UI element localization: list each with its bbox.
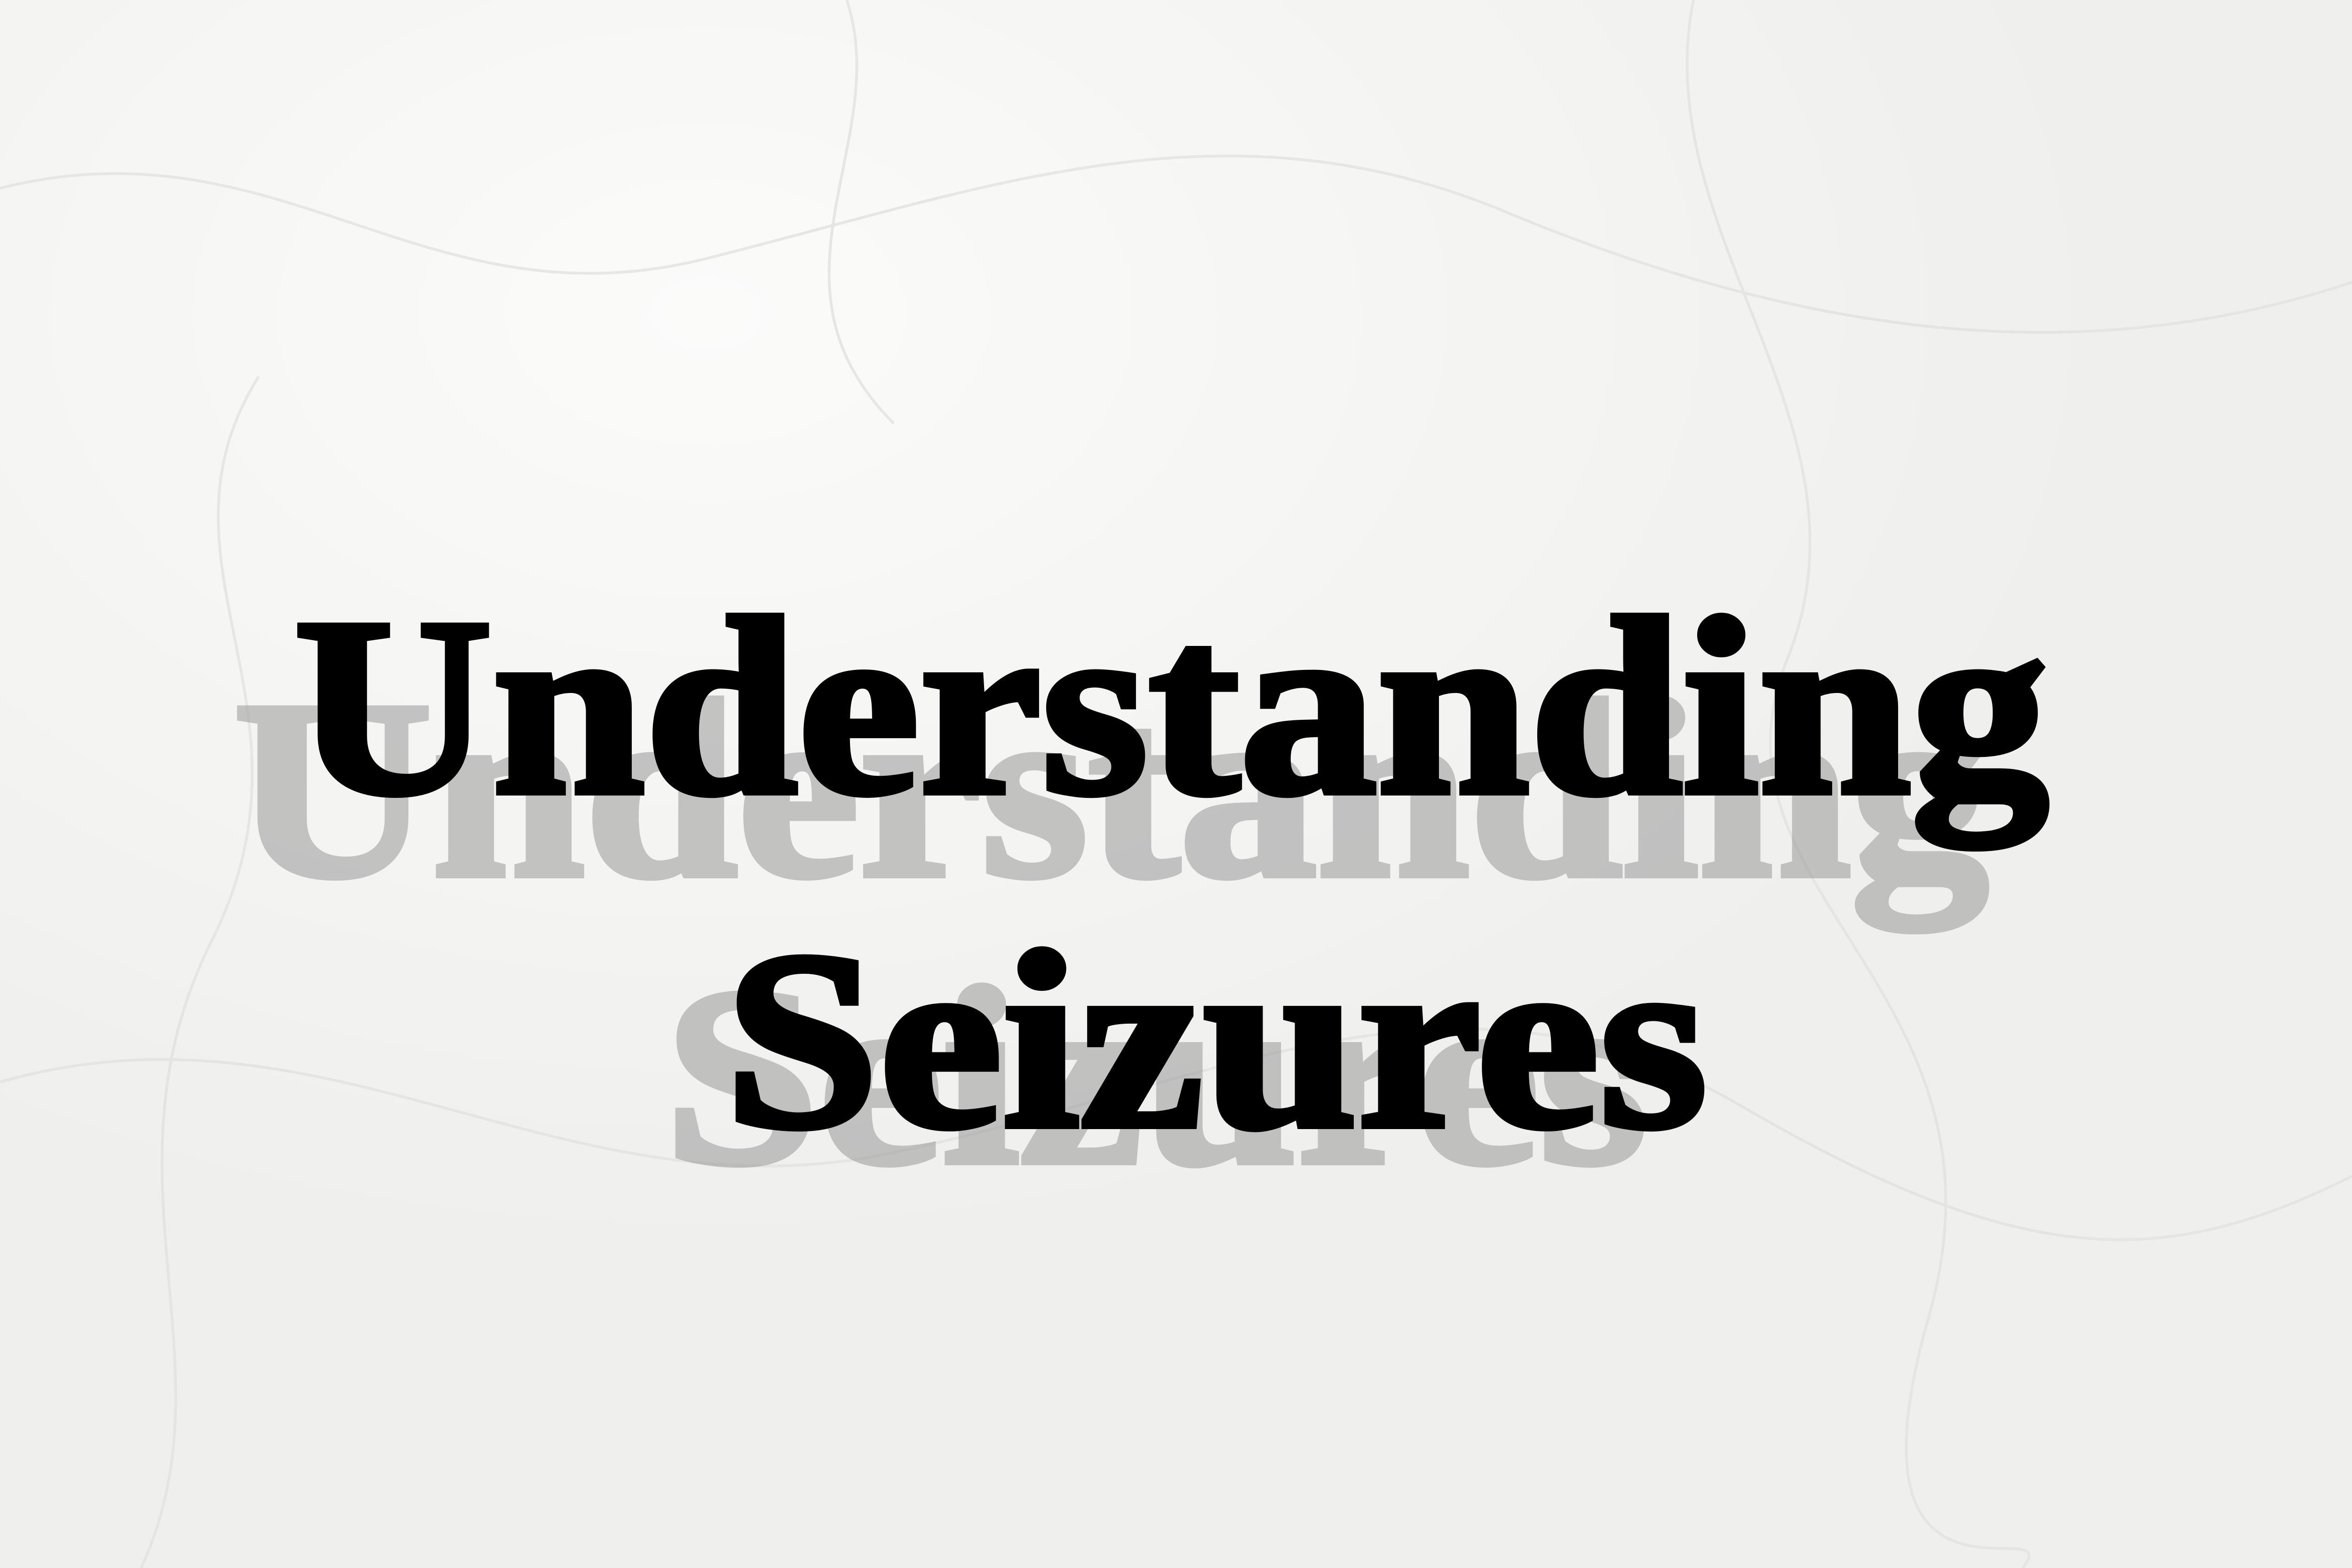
title-line: Seizures (724, 899, 1708, 1181)
title-line: Understanding (294, 566, 2049, 852)
title-shadow: Understanding (234, 649, 1988, 935)
title-shadow: Seizures (664, 936, 1647, 1217)
